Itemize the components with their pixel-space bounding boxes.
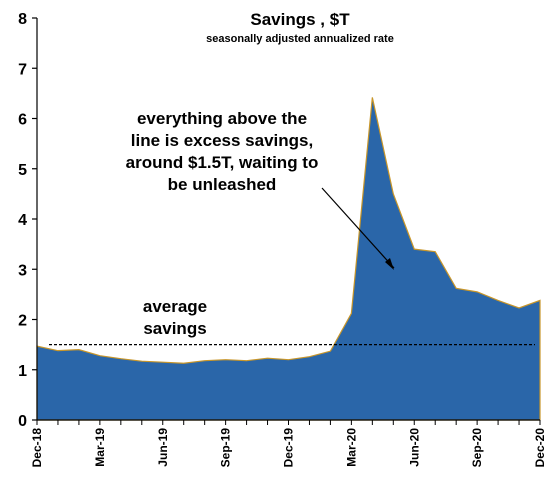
y-tick-label: 8 (18, 11, 27, 28)
x-tick-label: Dec-19 (282, 428, 296, 468)
average-savings-annotation: average savings (143, 297, 207, 338)
annotation-line-3: around $1.5T, waiting to (126, 153, 319, 172)
savings-area (36, 97, 541, 421)
x-tick-label: Sep-19 (219, 428, 233, 468)
average-label-line-2: savings (143, 319, 206, 338)
y-tick-label: 5 (18, 162, 27, 179)
x-tick-label: Dec-18 (30, 428, 44, 468)
annotation-line-2: line is excess savings, (131, 131, 313, 150)
annotation-line-4: be unleashed (168, 175, 277, 194)
chart-subtitle: seasonally adjusted annualized rate (206, 33, 394, 45)
y-tick-label: 3 (18, 262, 27, 279)
x-tick-label: Jun-19 (156, 428, 170, 467)
plot-area: 0 1 2 3 4 5 6 7 8 Dec-18 Mar-19 Jun-19 Sep-19 Dec-19… (18, 11, 547, 467)
y-tick-label: 7 (18, 61, 27, 78)
average-label-line-1: average (143, 297, 207, 316)
x-tick-label: Mar-19 (93, 428, 107, 467)
y-tick-label: 4 (18, 212, 27, 229)
y-axis-ticks: 0 1 2 3 4 5 6 7 8 (18, 11, 37, 430)
x-axis-ticks: Dec-18 Mar-19 Jun-19 Sep-19 Dec-19 Mar-20 Jun-… (30, 420, 547, 467)
annotation-arrowhead (385, 258, 394, 270)
annotation-arrow (321, 187, 395, 269)
annotation-line-1: everything above the (137, 109, 307, 128)
x-tick-label: Dec-20 (533, 428, 547, 468)
y-tick-label: 2 (18, 313, 27, 330)
chart-title: Savings , $T (250, 10, 350, 29)
x-tick-label: Mar-20 (344, 428, 358, 467)
x-tick-label: Sep-20 (470, 428, 484, 468)
y-tick-label: 6 (18, 112, 27, 129)
x-tick-label: Jun-20 (407, 428, 421, 467)
excess-savings-annotation: everything above the line is excess savi… (126, 109, 395, 270)
y-tick-label: 0 (18, 413, 27, 430)
y-tick-label: 1 (18, 363, 27, 380)
